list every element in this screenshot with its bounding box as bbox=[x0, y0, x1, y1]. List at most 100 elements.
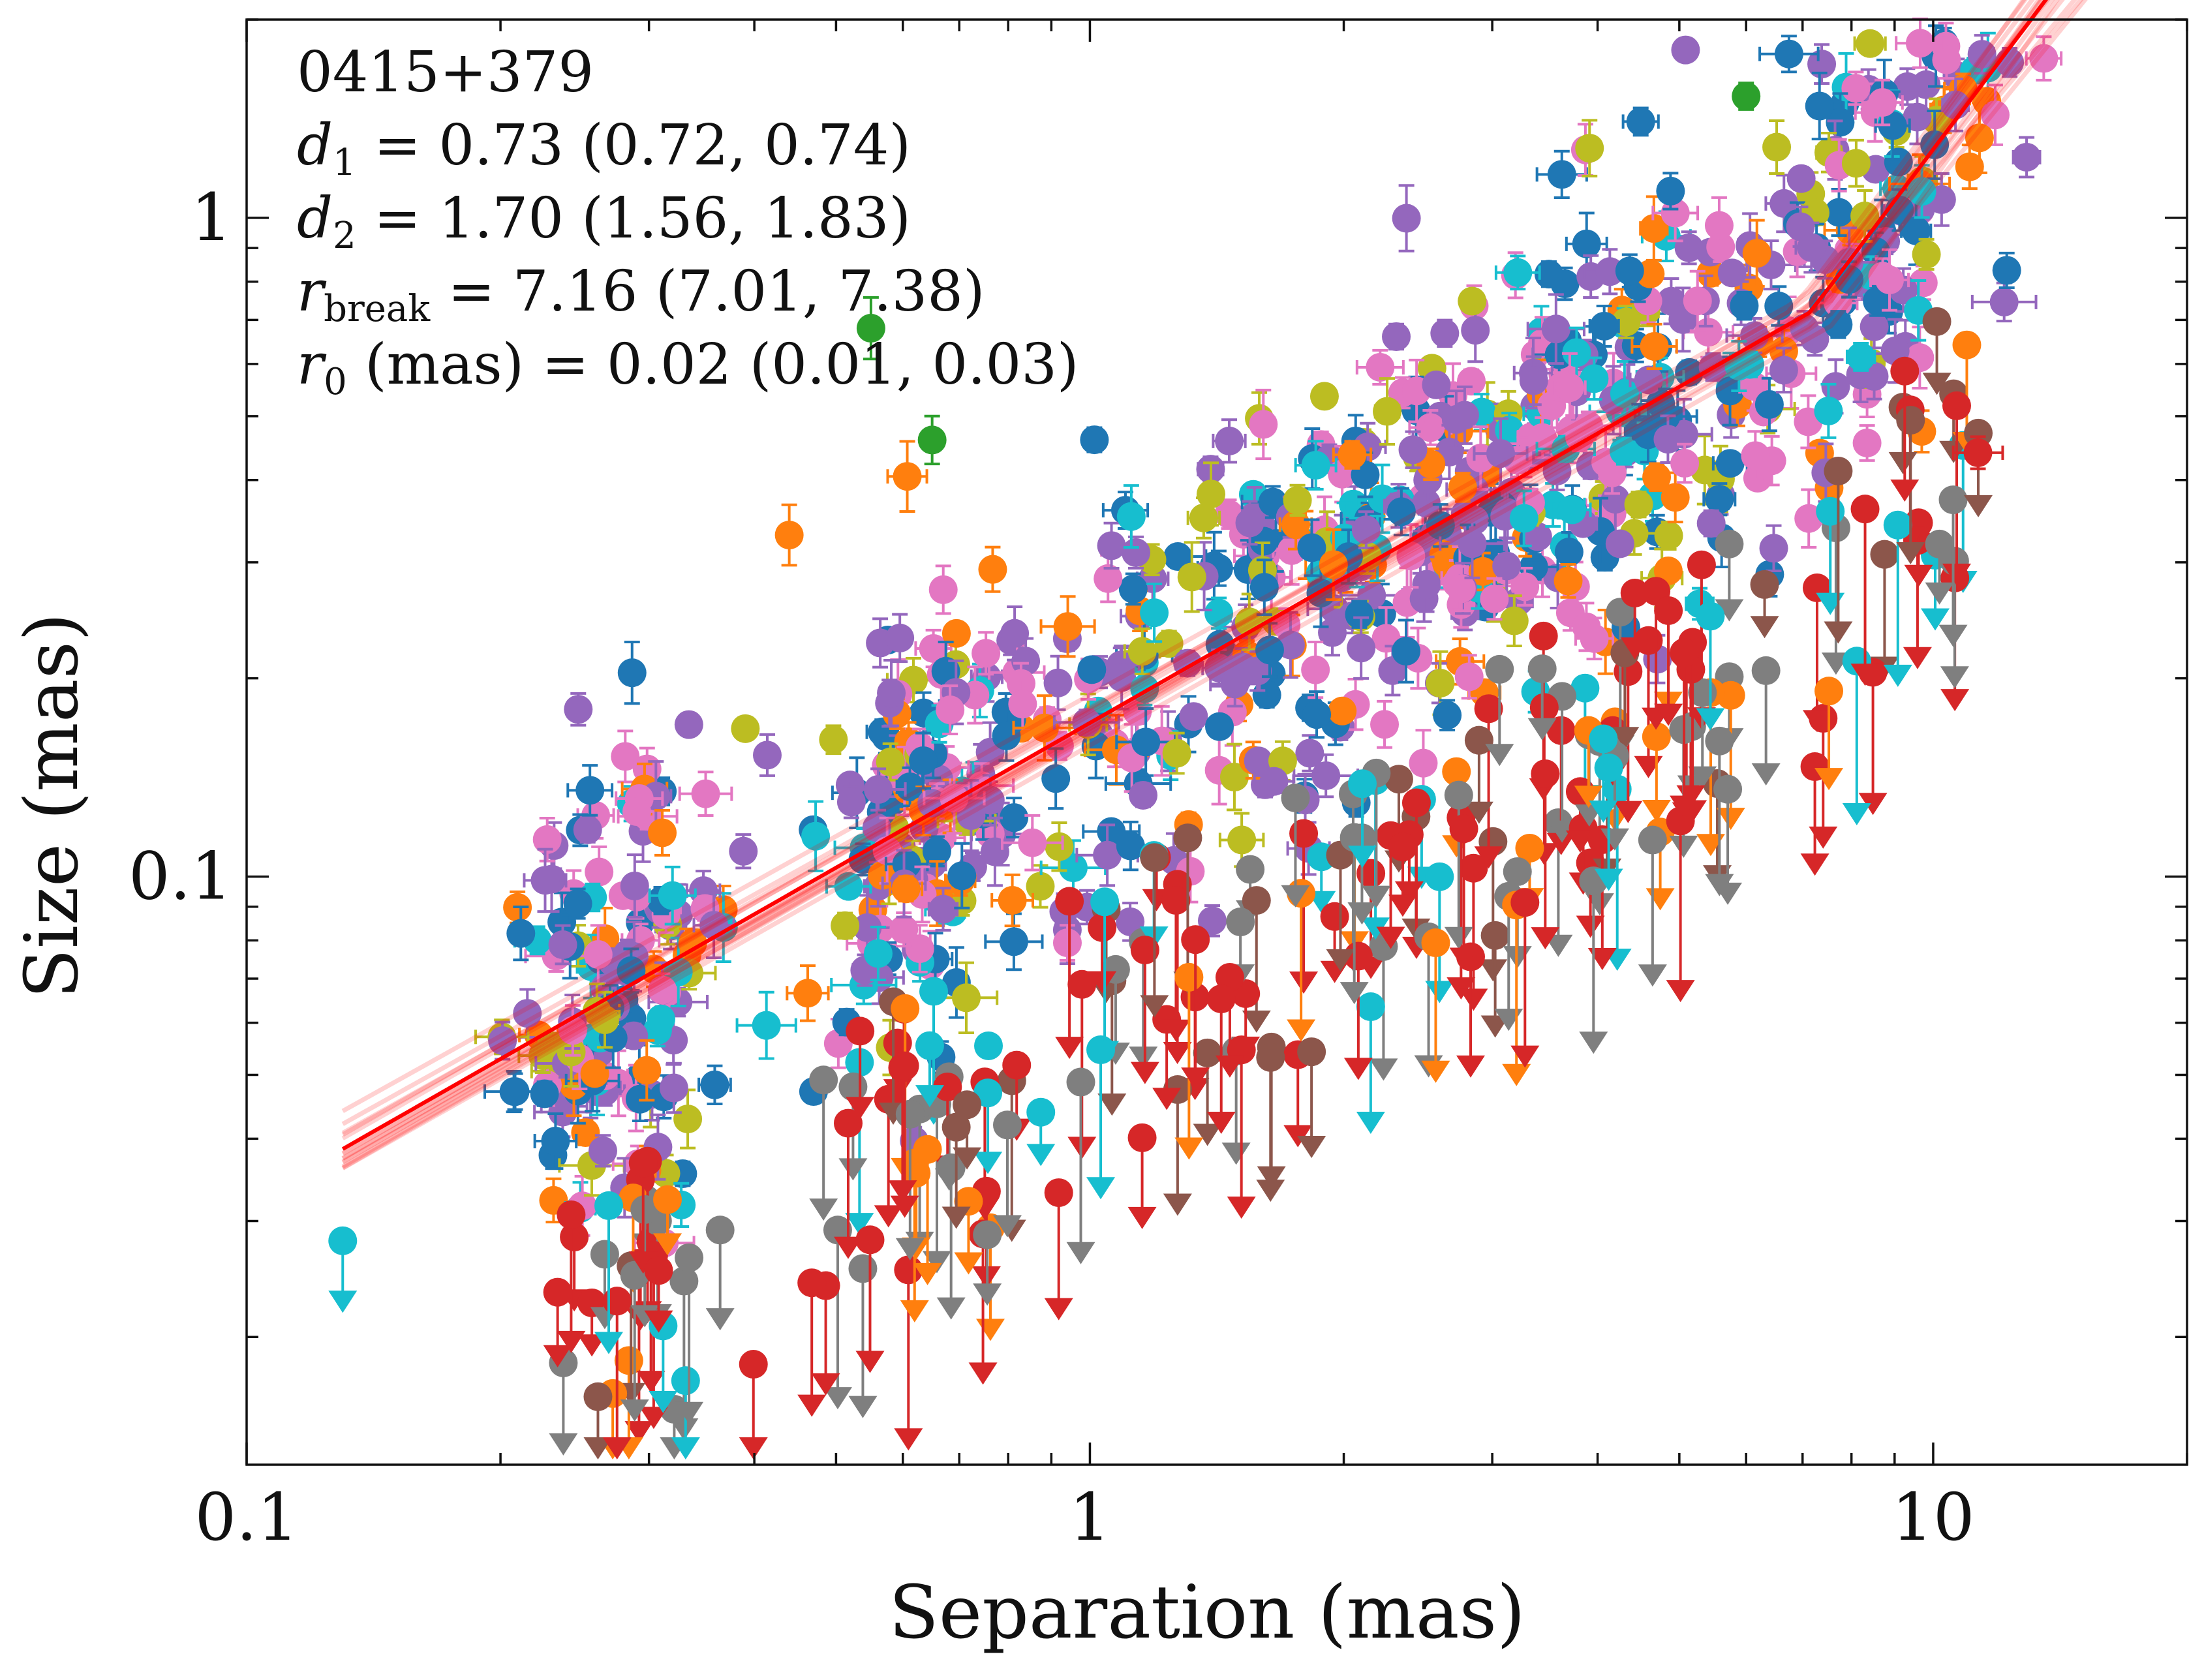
data-point bbox=[1328, 696, 1357, 725]
fit-sample-line bbox=[341, 0, 2088, 1164]
upper-limit-marker bbox=[797, 1268, 827, 1417]
data-point bbox=[1433, 699, 1462, 731]
data-point bbox=[831, 911, 860, 940]
upper-limit-marker bbox=[1594, 753, 1623, 891]
data-point bbox=[1509, 489, 1538, 547]
fit-sample-line bbox=[341, 0, 2051, 1113]
data-point bbox=[1717, 258, 1747, 288]
data-point bbox=[1615, 253, 1644, 289]
data-point bbox=[928, 564, 958, 615]
data-point bbox=[819, 724, 848, 756]
data-point bbox=[1519, 355, 1548, 406]
upper-limit-marker bbox=[328, 1226, 358, 1313]
data-point bbox=[1115, 707, 1177, 777]
data-point bbox=[849, 767, 907, 812]
upper-limit-marker bbox=[1883, 510, 1912, 687]
upper-limit-marker bbox=[1227, 1035, 1256, 1219]
upper-limit-marker bbox=[1090, 887, 1120, 1063]
data-point bbox=[752, 733, 782, 777]
data-point bbox=[1454, 654, 1484, 700]
data-point bbox=[1473, 417, 1529, 490]
fit-sample-line bbox=[341, 0, 2028, 1140]
fit-lines bbox=[341, 0, 2088, 1170]
data-point bbox=[889, 874, 924, 904]
data-point bbox=[1794, 488, 1824, 549]
data-point bbox=[1764, 285, 1794, 327]
data-point bbox=[774, 503, 804, 567]
data-point bbox=[1430, 318, 1460, 348]
upper-limit-marker bbox=[1140, 843, 1169, 1018]
upper-limit-marker bbox=[739, 1350, 768, 1459]
upper-limit-marker bbox=[1750, 570, 1779, 639]
data-point bbox=[1624, 490, 1653, 519]
data-point bbox=[1824, 310, 1853, 339]
data-point bbox=[1605, 529, 1634, 558]
upper-limit-marker bbox=[1343, 941, 1373, 1080]
data-point bbox=[786, 964, 830, 1022]
data-point bbox=[1758, 35, 1820, 74]
data-point bbox=[1117, 723, 1146, 793]
upper-limit-marker bbox=[953, 1090, 982, 1170]
data-point bbox=[1630, 322, 1678, 371]
fit-sample-line bbox=[341, 0, 2060, 1170]
data-point bbox=[659, 1061, 688, 1114]
upper-limit-marker bbox=[936, 1153, 966, 1320]
upper-limit-marker bbox=[1356, 992, 1385, 1135]
data-point bbox=[1121, 535, 1150, 570]
upper-limit-marker bbox=[992, 1110, 1022, 1238]
fit-sample-line bbox=[341, 0, 2045, 1165]
data-point bbox=[1398, 430, 1428, 469]
data-point bbox=[1177, 541, 1206, 613]
data-point bbox=[1116, 820, 1145, 872]
data-point bbox=[1075, 823, 1139, 887]
data-point bbox=[1295, 734, 1324, 772]
data-point bbox=[1588, 304, 1620, 348]
data-point bbox=[1045, 821, 1074, 872]
data-point bbox=[548, 924, 577, 966]
data-point bbox=[1769, 346, 1798, 394]
data-point bbox=[1807, 43, 1837, 85]
data-point bbox=[1294, 440, 1338, 491]
data-point bbox=[825, 872, 872, 901]
data-point bbox=[1154, 629, 1184, 658]
y-tick-label: 1 bbox=[191, 179, 232, 256]
data-point bbox=[530, 1079, 559, 1108]
upper-limit-marker bbox=[1713, 774, 1743, 905]
upper-limit-marker bbox=[1850, 495, 1880, 686]
annotation-block: 0415+379 d1 = 0.73 (0.72, 0.74) d2 = 1.7… bbox=[297, 40, 1079, 403]
data-point bbox=[1243, 650, 1272, 692]
upper-limit-marker bbox=[1066, 1067, 1095, 1264]
data-point bbox=[866, 617, 895, 669]
data-point bbox=[1554, 562, 1583, 599]
data-point bbox=[1347, 616, 1376, 680]
upper-limit-marker bbox=[1388, 832, 1417, 917]
data-point bbox=[1039, 595, 1096, 658]
data-point bbox=[1574, 617, 1615, 661]
upper-limit-marker bbox=[1696, 602, 1725, 731]
data-point bbox=[1332, 440, 1373, 470]
upper-limit-marker bbox=[1922, 307, 1951, 395]
upper-limit-marker bbox=[890, 1051, 919, 1218]
data-point bbox=[1235, 500, 1264, 546]
data-point bbox=[573, 815, 602, 844]
fit-sample-line bbox=[341, 0, 2044, 1156]
upper-limit-marker bbox=[1181, 925, 1210, 1090]
data-points bbox=[328, 17, 2063, 1459]
data-point bbox=[1077, 655, 1107, 684]
data-point bbox=[533, 1112, 578, 1170]
data-point bbox=[1696, 509, 1726, 538]
annotation-d1: d1 = 0.73 (0.72, 0.74) bbox=[297, 113, 911, 184]
annotation-source: 0415+379 bbox=[297, 40, 594, 105]
data-point bbox=[1494, 254, 1541, 291]
data-point bbox=[1683, 269, 1712, 332]
data-point bbox=[1001, 814, 1064, 872]
upper-limit-marker bbox=[1297, 1037, 1326, 1159]
x-tick-label: 10 bbox=[1891, 1479, 1974, 1555]
upper-limit-marker bbox=[1348, 769, 1377, 868]
data-point bbox=[863, 925, 893, 981]
upper-limit-marker bbox=[913, 1135, 942, 1285]
upper-limit-marker bbox=[1127, 1123, 1157, 1229]
upper-limit-marker bbox=[809, 1065, 838, 1221]
upper-limit-marker bbox=[1824, 456, 1853, 644]
data-point bbox=[927, 887, 959, 932]
